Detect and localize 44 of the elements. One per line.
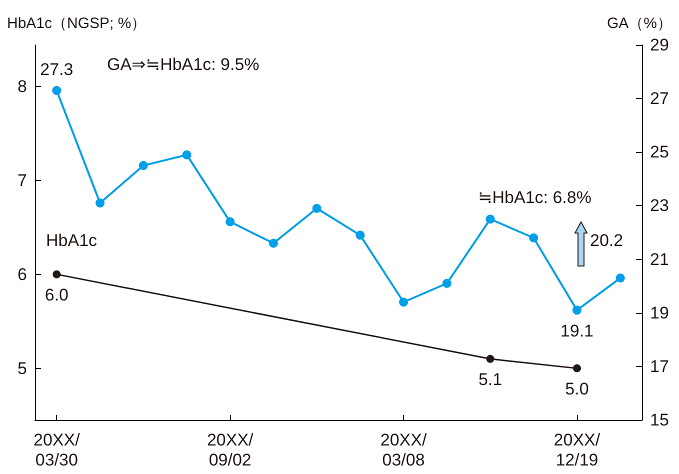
point <box>529 233 538 242</box>
point <box>399 298 408 307</box>
y2-tick-label: 23 <box>650 196 669 216</box>
point <box>96 198 105 208</box>
annotation: ≒HbA1c: 6.8% <box>478 188 592 207</box>
point <box>486 354 494 363</box>
point <box>486 214 495 224</box>
data-label: 5.0 <box>565 379 589 398</box>
y2-tick-label: 19 <box>650 303 669 322</box>
annotation: 20.2 <box>590 231 624 250</box>
y-tick-label: 7 <box>18 170 27 190</box>
data-label: 5.1 <box>478 370 502 389</box>
point <box>572 306 582 315</box>
point <box>268 238 278 248</box>
data-label: 19.1 <box>560 322 594 341</box>
point <box>138 161 148 170</box>
x-tick-label: 20XX/ 03/30 <box>34 430 80 470</box>
data-label: 27.3 <box>40 60 74 80</box>
x-tick-label: 20XX/ 03/08 <box>380 430 427 470</box>
y2-tick-label: 15 <box>650 410 669 430</box>
x-tick-label: 20XX/ 09/02 <box>206 430 254 470</box>
point <box>356 230 365 240</box>
y-tick-label: 6 <box>18 264 27 284</box>
point <box>182 150 192 160</box>
y-tick-label: 8 <box>18 76 27 96</box>
y2-tick-label: 27 <box>650 89 669 108</box>
annotation: GA⇒≒HbA1c: 9.5% <box>107 55 260 74</box>
x-tick-label: 20XX/ 12/19 <box>554 430 600 470</box>
y2-tick-label: 17 <box>650 356 669 376</box>
data-label: 6.0 <box>44 285 68 304</box>
series-label: HbA1c <box>46 231 98 250</box>
point <box>52 270 61 278</box>
point <box>312 204 322 213</box>
point <box>442 278 452 288</box>
y2-axis-title: GA（%） <box>606 15 672 32</box>
point <box>572 364 581 372</box>
y2-tick-label: 21 <box>650 250 669 269</box>
y2-tick-label: 25 <box>650 142 669 162</box>
y-tick-label: 5 <box>18 358 27 378</box>
y-axis-title: HbA1c（NGSP; %） <box>7 15 146 32</box>
y2-tick-label: 29 <box>650 36 669 54</box>
point <box>52 86 62 96</box>
point <box>616 274 625 283</box>
point <box>226 217 235 226</box>
